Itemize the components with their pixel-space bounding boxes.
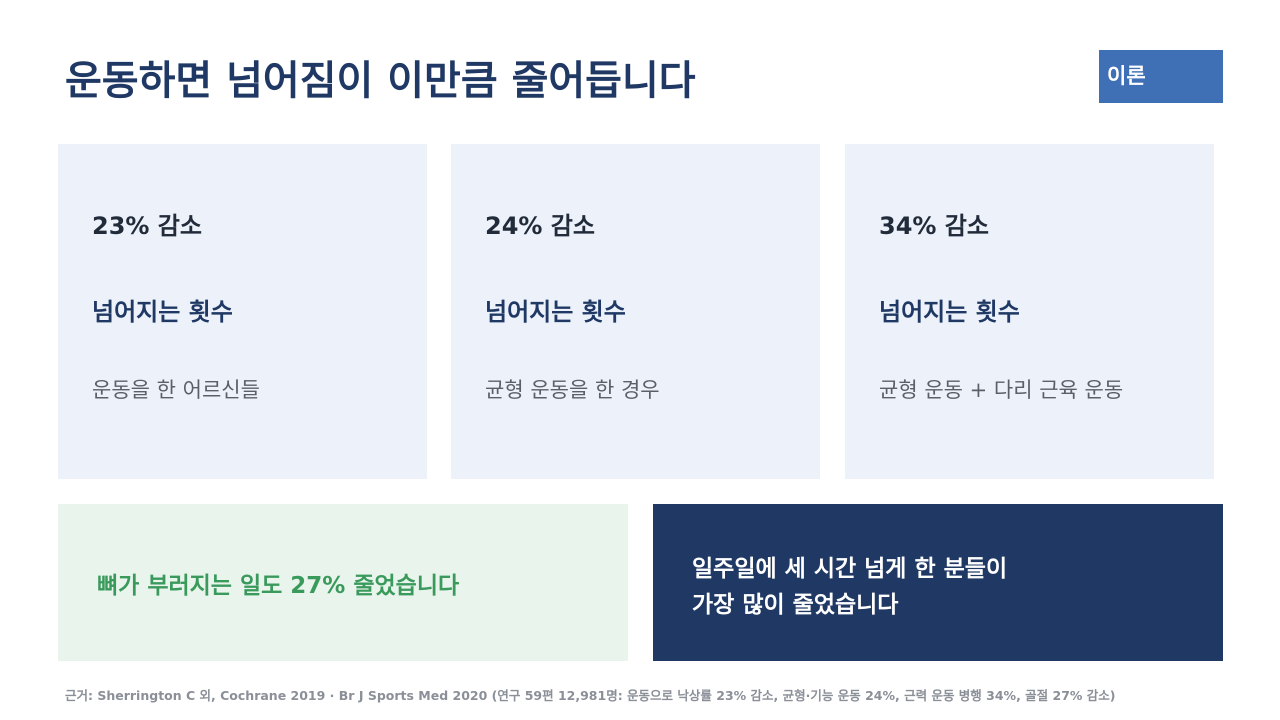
card-desc: 균형 운동 + 다리 근육 운동	[879, 378, 1124, 402]
note-box: 일주일에 세 시간 넘게 한 분들이 가장 많이 줄었습니다	[653, 504, 1223, 661]
highlight-box: 뼈가 부러지는 일도 27% 줄었습니다	[58, 504, 628, 661]
note-line: 일주일에 세 시간 넘게 한 분들이	[692, 556, 1008, 582]
card-label: 넘어지는 횟수	[879, 298, 1020, 326]
title: 운동하면 넘어짐이 이만큼 줄어듭니다	[65, 58, 696, 104]
card-stat: 24% 감소	[485, 212, 595, 240]
source: 근거: Sherrington C 외, Cochrane 2019 · Br …	[65, 688, 1116, 703]
card-desc: 운동을 한 어르신들	[92, 378, 260, 402]
card-label: 넘어지는 횟수	[92, 298, 233, 326]
card-label: 넘어지는 횟수	[485, 298, 626, 326]
card: 24% 감소 넘어지는 횟수 균형 운동을 한 경우	[451, 144, 820, 479]
card-desc: 균형 운동을 한 경우	[485, 378, 660, 402]
card: 23% 감소 넘어지는 횟수 운동을 한 어르신들	[58, 144, 427, 479]
card-stat: 34% 감소	[879, 212, 989, 240]
card: 34% 감소 넘어지는 횟수 균형 운동 + 다리 근육 운동	[845, 144, 1214, 479]
highlight-text: 뼈가 부러지는 일도 27% 줄었습니다	[97, 573, 460, 599]
note-line: 가장 많이 줄었습니다	[692, 592, 899, 618]
badge: 이론	[1099, 50, 1223, 103]
card-stat: 23% 감소	[92, 212, 202, 240]
